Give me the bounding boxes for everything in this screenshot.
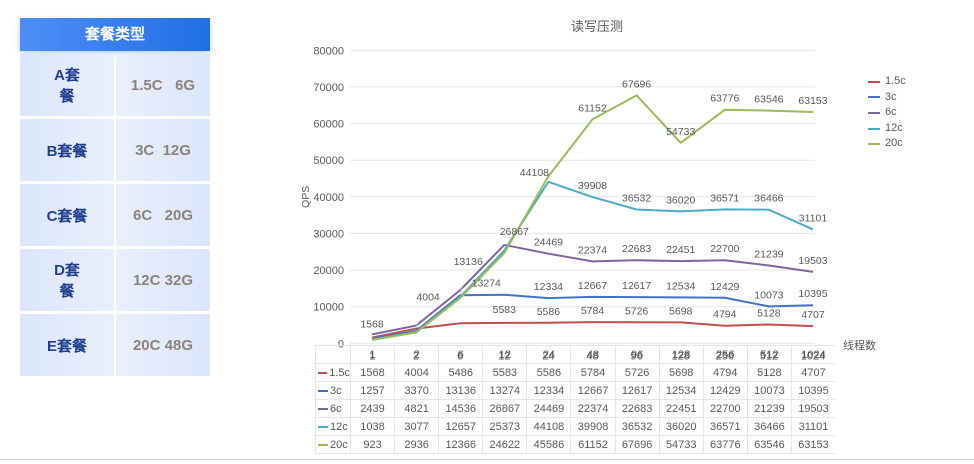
svg-text:36020: 36020 [666,194,695,206]
svg-text:80000: 80000 [313,45,344,57]
svg-text:21239: 21239 [754,249,783,261]
svg-text:5128: 5128 [757,308,781,320]
svg-text:10073: 10073 [754,289,783,301]
svg-text:13136: 13136 [454,256,483,268]
svg-text:12334: 12334 [534,281,563,293]
svg-text:22700: 22700 [710,243,739,255]
svg-text:20000: 20000 [313,265,344,277]
svg-text:22374: 22374 [578,244,607,256]
svg-text:10395: 10395 [798,288,827,300]
svg-text:5726: 5726 [625,305,649,317]
svg-text:5784: 5784 [581,305,605,317]
svg-text:12667: 12667 [578,280,607,292]
svg-text:44108: 44108 [520,167,549,179]
svg-text:5586: 5586 [537,306,561,318]
svg-text:63153: 63153 [798,95,827,107]
svg-text:10000: 10000 [313,302,344,314]
svg-text:26867: 26867 [500,226,529,238]
svg-text:63776: 63776 [710,93,739,105]
svg-text:67696: 67696 [622,78,651,90]
svg-text:QPS: QPS [300,186,312,208]
svg-text:39908: 39908 [578,180,607,192]
svg-text:36466: 36466 [754,193,783,205]
svg-text:22683: 22683 [622,243,651,255]
svg-text:22451: 22451 [666,244,695,256]
svg-text:36532: 36532 [622,193,651,205]
svg-text:54733: 54733 [666,126,695,138]
svg-text:12534: 12534 [666,280,695,292]
svg-text:4004: 4004 [416,292,440,304]
svg-text:60000: 60000 [313,119,344,131]
svg-text:36571: 36571 [710,192,739,204]
svg-text:40000: 40000 [313,192,344,204]
svg-text:31101: 31101 [799,212,828,224]
svg-text:1568: 1568 [360,319,384,331]
svg-text:4707: 4707 [801,309,825,321]
svg-text:5698: 5698 [669,305,693,317]
svg-text:50000: 50000 [313,155,344,167]
svg-text:19503: 19503 [798,255,827,267]
svg-text:24469: 24469 [534,237,563,249]
svg-text:4794: 4794 [713,309,737,321]
svg-text:13274: 13274 [472,278,501,290]
svg-text:70000: 70000 [313,82,344,94]
svg-text:63546: 63546 [754,94,783,106]
svg-text:5583: 5583 [493,304,517,316]
svg-text:12617: 12617 [622,280,651,292]
svg-text:30000: 30000 [313,228,344,240]
svg-text:12429: 12429 [710,281,739,293]
svg-text:61152: 61152 [578,102,607,114]
